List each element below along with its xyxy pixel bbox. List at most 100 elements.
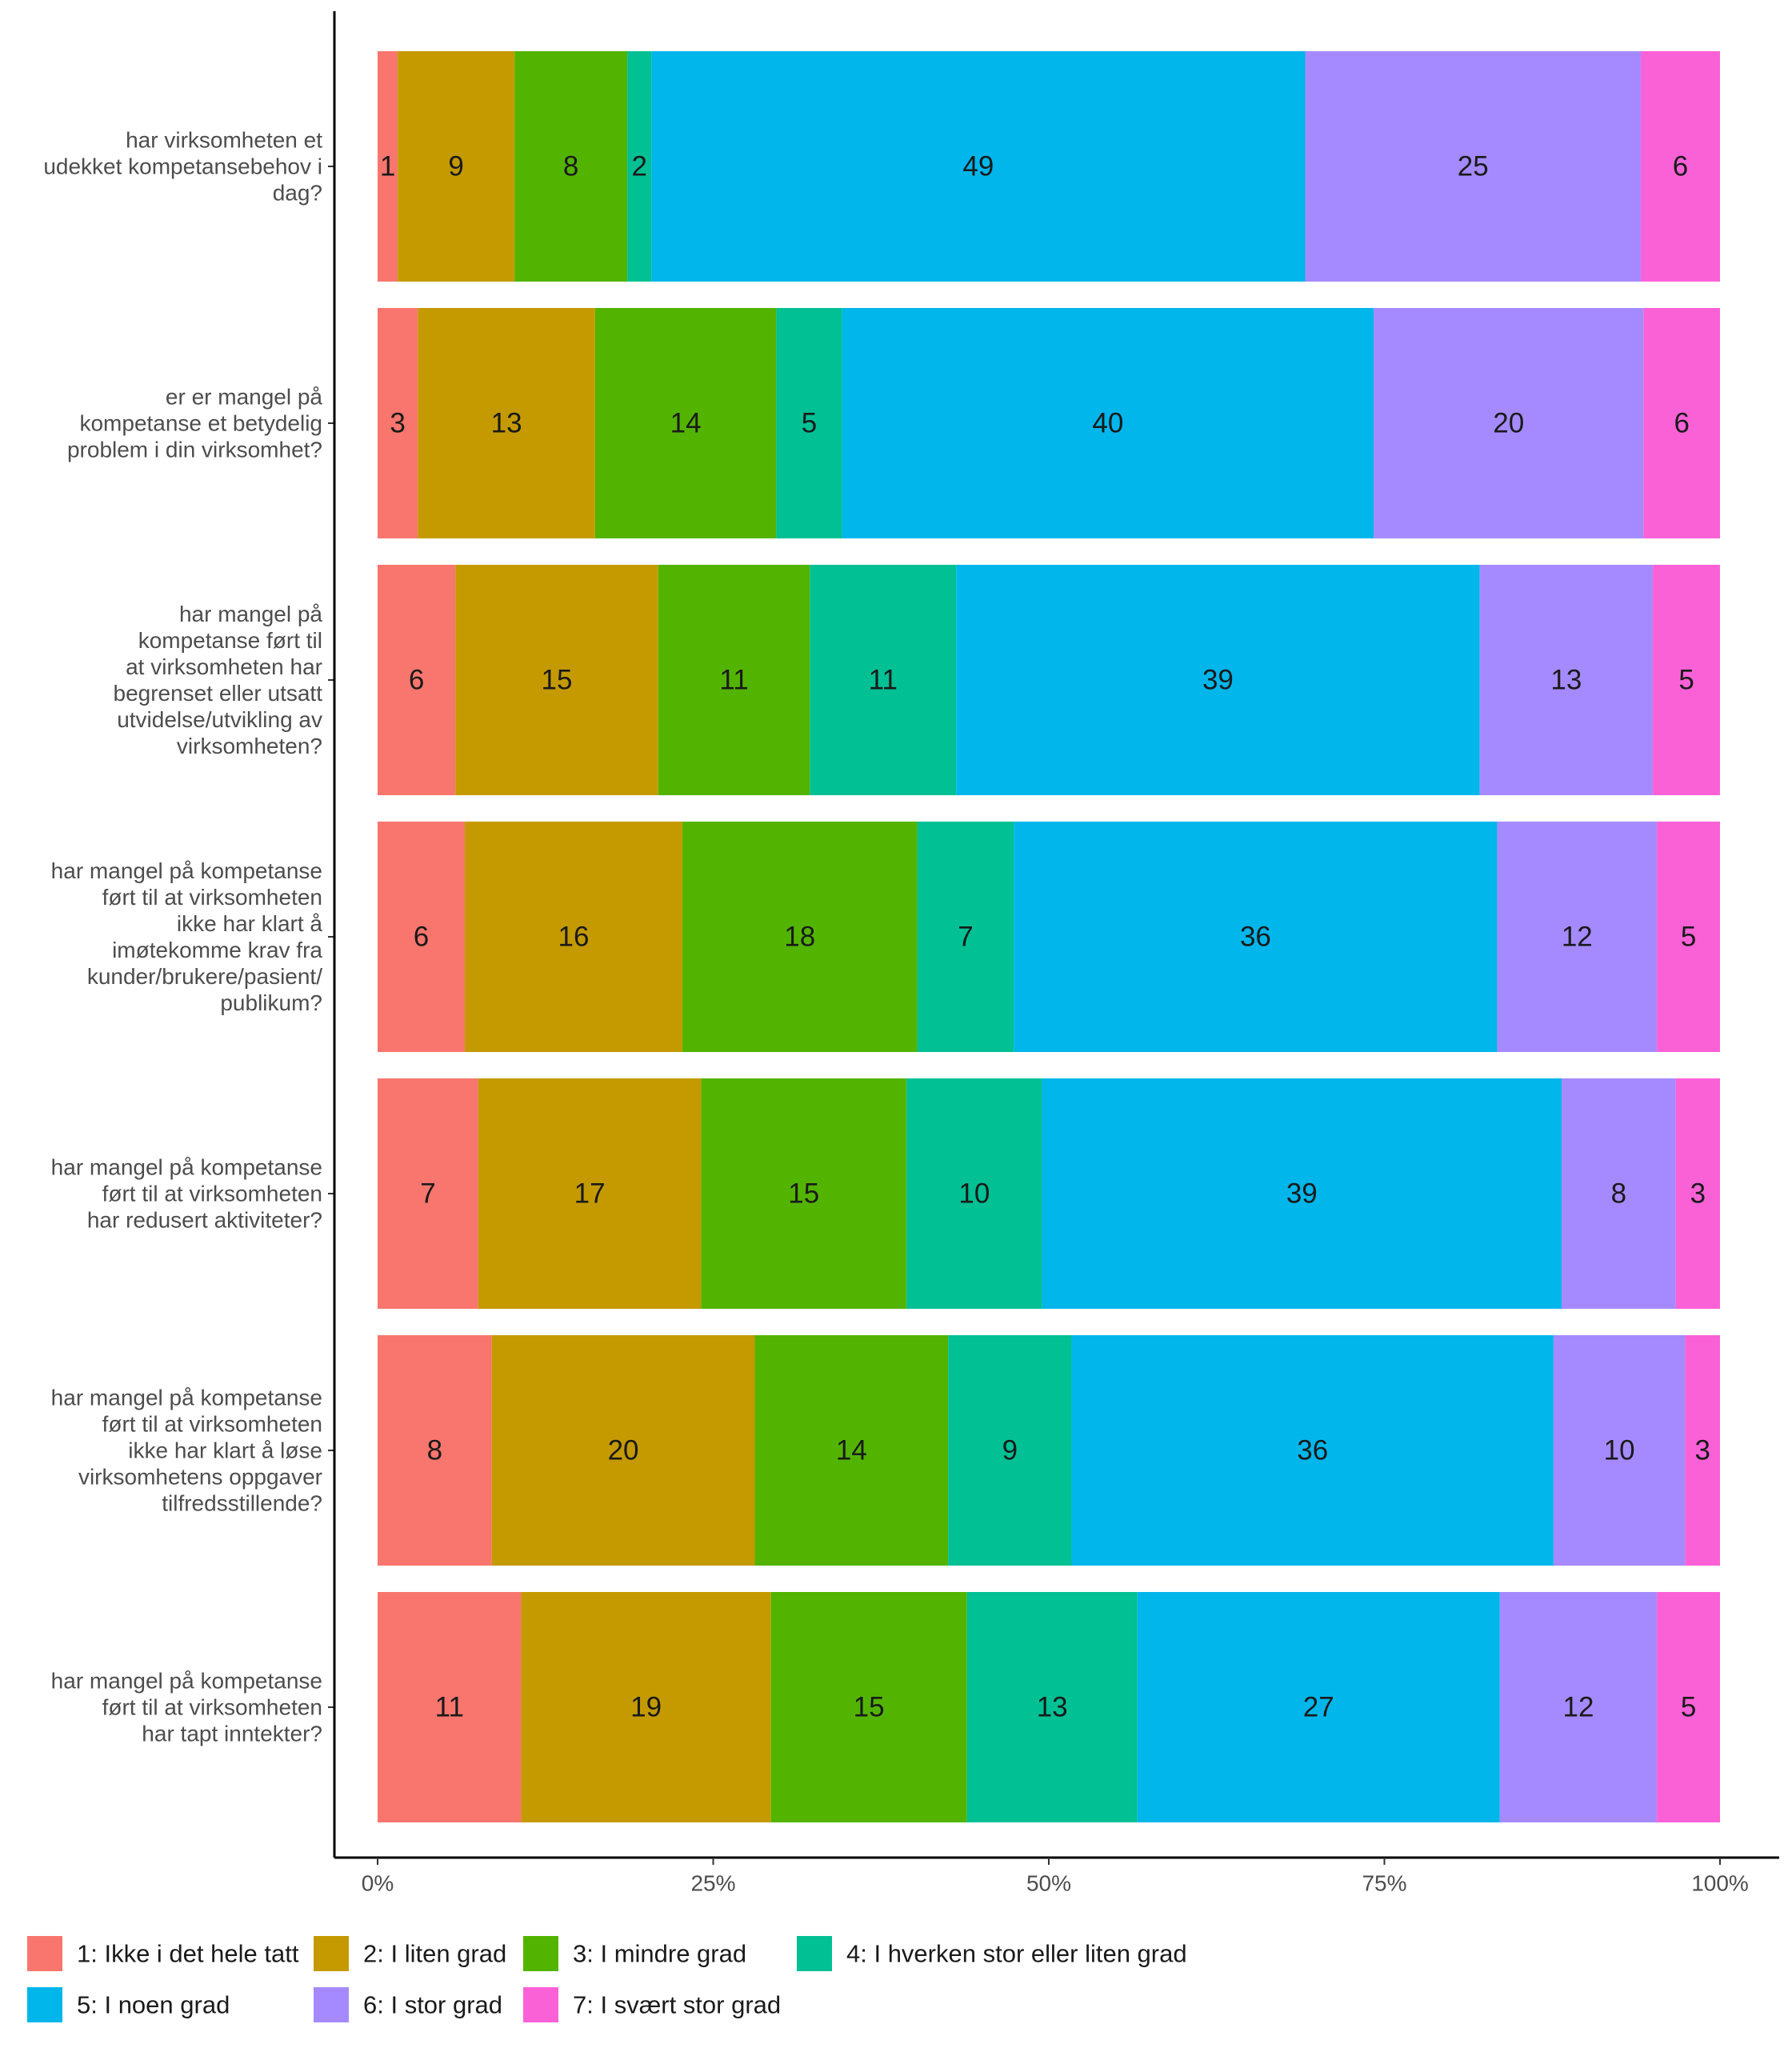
category-label-line: har virksomheten et bbox=[126, 128, 322, 153]
category-label-line: ikke har klart å bbox=[177, 911, 322, 936]
x-tick-label: 25% bbox=[690, 1871, 735, 1896]
bar-segment bbox=[1497, 822, 1658, 1052]
data-label: 3 bbox=[390, 408, 405, 439]
data-label: 5 bbox=[1681, 922, 1696, 953]
bar-segment bbox=[1675, 1078, 1720, 1309]
category-label-line: tilfredsstillende? bbox=[162, 1491, 322, 1516]
bar-segment bbox=[1643, 308, 1720, 538]
x-tick-label: 100% bbox=[1691, 1871, 1749, 1896]
legend-swatch bbox=[314, 1936, 349, 1971]
bar-segment bbox=[1499, 1592, 1658, 1822]
data-label: 15 bbox=[854, 1692, 885, 1723]
legend-label: 2: I liten grad bbox=[363, 1940, 506, 1968]
bar-segment bbox=[754, 1335, 949, 1566]
data-label: 6 bbox=[409, 665, 424, 696]
data-label: 19 bbox=[630, 1692, 662, 1723]
bars-group: 1 9 8 2 49 25 63 13 14 5 40 20 66 15 11 11 39 13 56 16 18 7 36… bbox=[378, 51, 1720, 1822]
category-label-line: virksomhetens oppgaver bbox=[78, 1465, 322, 1490]
data-label: 12 bbox=[1562, 922, 1593, 953]
category-label-line: publikum? bbox=[220, 990, 322, 1015]
bar-segment bbox=[956, 565, 1480, 795]
bar-segment bbox=[776, 308, 842, 538]
legend-swatch bbox=[523, 1987, 558, 2022]
data-label: 20 bbox=[608, 1435, 639, 1466]
category-label-line: kompetanse et betydelig bbox=[79, 411, 322, 436]
data-label: 13 bbox=[1550, 665, 1582, 696]
category-label-line: utvidelse/utvikling av bbox=[117, 707, 322, 732]
data-label: 5 bbox=[1678, 665, 1694, 696]
category-label-line: ført til at virksomheten bbox=[102, 885, 322, 910]
data-label: 11 bbox=[869, 665, 898, 696]
category-label-line: har mangel på kompetanse bbox=[51, 858, 322, 883]
data-label: 14 bbox=[836, 1435, 867, 1466]
legend-swatch bbox=[314, 1987, 349, 2022]
bar-segment bbox=[1640, 51, 1720, 282]
x-tick-label: 50% bbox=[1026, 1871, 1071, 1896]
category-label-line: problem i din virksomhet? bbox=[67, 438, 322, 462]
category-label-line: ikke har klart å løse bbox=[128, 1438, 322, 1463]
bar-segment bbox=[1071, 1335, 1554, 1566]
data-label: 7 bbox=[958, 922, 973, 953]
data-label: 5 bbox=[802, 408, 817, 439]
data-label: 7 bbox=[420, 1178, 435, 1210]
bar-segment bbox=[658, 565, 810, 795]
legend-label: 5: I noen grad bbox=[77, 1991, 230, 2019]
data-label: 11 bbox=[435, 1692, 464, 1723]
bar-segment bbox=[465, 822, 682, 1052]
category-label-line: at virksomheten har bbox=[126, 654, 322, 679]
bar-segment bbox=[398, 51, 515, 282]
data-label: 15 bbox=[542, 665, 573, 696]
data-label: 14 bbox=[670, 408, 702, 439]
data-label: 17 bbox=[574, 1178, 606, 1210]
data-label: 12 bbox=[1563, 1692, 1594, 1723]
x-tick-label: 0% bbox=[362, 1871, 394, 1896]
bar-segment bbox=[378, 822, 466, 1052]
legend-swatch bbox=[523, 1936, 558, 1971]
bar-segment bbox=[514, 51, 628, 282]
legend-label: 6: I stor grad bbox=[363, 1991, 502, 2019]
data-label: 49 bbox=[962, 151, 994, 182]
bar-segment bbox=[1305, 51, 1641, 282]
bar-segment bbox=[906, 1078, 1042, 1309]
legend-label: 7: I svært stor grad bbox=[573, 1991, 781, 2019]
bar-segment bbox=[1479, 565, 1654, 795]
bar-segment bbox=[1657, 822, 1720, 1052]
bar-segment bbox=[455, 565, 658, 795]
data-label: 8 bbox=[427, 1435, 442, 1466]
bar-segment bbox=[521, 1592, 771, 1822]
legend: 1: Ikke i det hele tatt 2: I liten grad 3:… bbox=[27, 1936, 1187, 2022]
bar-segment bbox=[627, 51, 652, 282]
data-label: 6 bbox=[1674, 408, 1689, 439]
legend-label: 1: Ikke i det hele tatt bbox=[77, 1940, 299, 1968]
data-label: 16 bbox=[558, 922, 590, 953]
data-label: 11 bbox=[719, 665, 748, 696]
data-label: 6 bbox=[414, 922, 429, 953]
bar-segment bbox=[378, 565, 456, 795]
category-label-line: er er mangel på bbox=[166, 385, 323, 410]
category-label-line: imøtekomme krav fra bbox=[112, 938, 322, 962]
x-tick-label: 75% bbox=[1362, 1871, 1406, 1896]
data-label: 39 bbox=[1286, 1178, 1318, 1210]
data-label: 10 bbox=[958, 1178, 990, 1210]
category-label-line: begrenset eller utsatt bbox=[114, 681, 323, 706]
data-label: 18 bbox=[784, 922, 815, 953]
category-label-line: har redusert aktiviteter? bbox=[87, 1208, 322, 1233]
category-label-line: har mangel på kompetanse bbox=[51, 1669, 322, 1694]
data-label: 13 bbox=[491, 408, 522, 439]
bar-segment bbox=[594, 308, 777, 538]
data-label: 39 bbox=[1202, 665, 1234, 696]
bar-segment bbox=[491, 1335, 755, 1566]
bar-segment bbox=[1374, 308, 1644, 538]
data-label: 1 bbox=[380, 151, 395, 182]
category-label-line: kompetanse ført til bbox=[138, 628, 322, 653]
bar-segment bbox=[378, 51, 398, 282]
bar-segment bbox=[418, 308, 595, 538]
data-label: 15 bbox=[788, 1178, 819, 1210]
data-label: 10 bbox=[1604, 1435, 1635, 1466]
